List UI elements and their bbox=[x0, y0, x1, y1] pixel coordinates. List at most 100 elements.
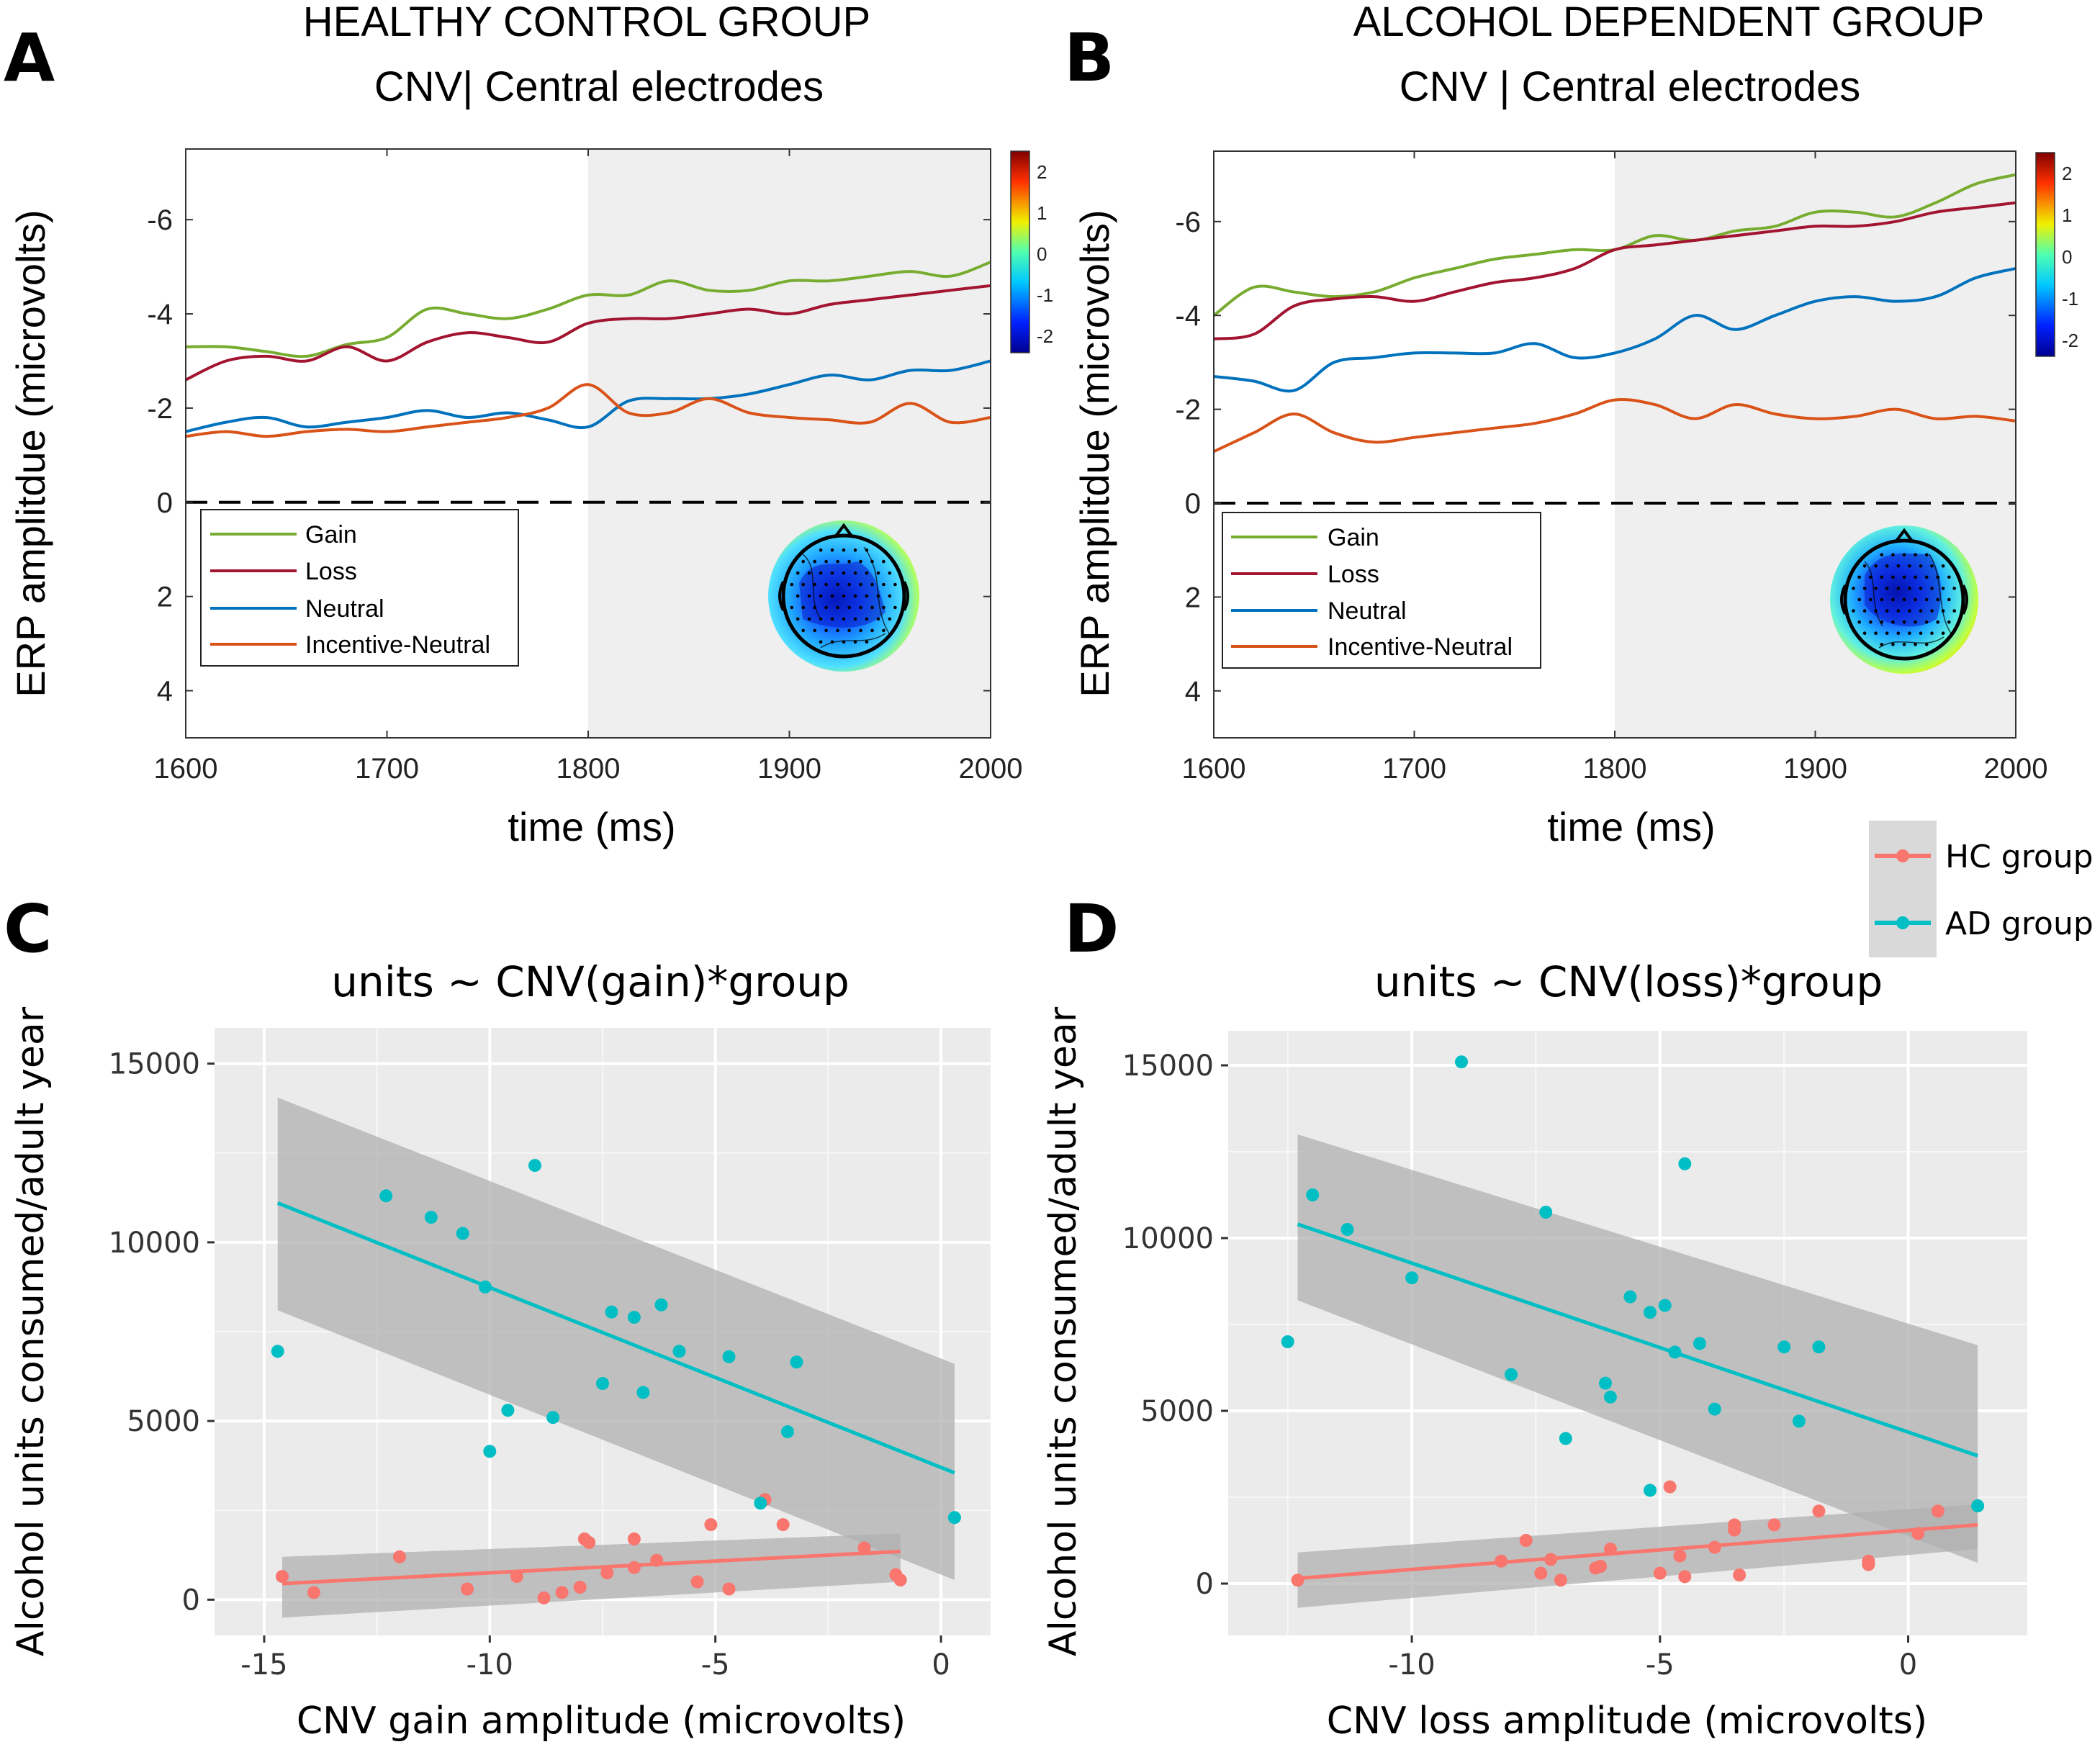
electrode-dot bbox=[893, 582, 897, 587]
electrode-dot bbox=[853, 640, 857, 644]
electrode-dot bbox=[824, 605, 828, 610]
electrode-dot bbox=[796, 594, 800, 598]
electrode-dot bbox=[888, 571, 892, 575]
electrode-dot bbox=[888, 594, 892, 598]
electrode-dot bbox=[1891, 575, 1895, 579]
scatter-ytick-label: 5000 bbox=[127, 1405, 200, 1438]
electrode-dot bbox=[882, 582, 885, 587]
data-point-hc bbox=[893, 1574, 907, 1586]
electrode-dot bbox=[870, 559, 874, 564]
electrode-dot bbox=[1852, 587, 1855, 590]
electrode-dot bbox=[807, 594, 811, 598]
erp-xtick-label: 1900 bbox=[757, 753, 821, 785]
data-point-ad bbox=[1678, 1157, 1692, 1170]
legend-label-gain-b: Gain bbox=[1328, 524, 1379, 551]
data-point-hc bbox=[1495, 1554, 1508, 1568]
data-point-hc bbox=[1291, 1574, 1304, 1587]
data-point-ad bbox=[1340, 1223, 1354, 1236]
electrode-dot bbox=[819, 594, 823, 598]
electrode-dot bbox=[859, 582, 862, 587]
data-point-ad bbox=[672, 1345, 686, 1358]
panel-c-title: units ~ CNV(gain)*group bbox=[331, 957, 850, 1006]
electrode-dot bbox=[824, 559, 828, 564]
panel-letter-d: D bbox=[1064, 890, 1119, 967]
data-point-ad bbox=[1505, 1368, 1518, 1381]
electrode-dot bbox=[1880, 597, 1884, 602]
data-point-ad bbox=[379, 1189, 393, 1203]
data-point-hc bbox=[722, 1582, 736, 1596]
erp-line-a-incentive-neutral bbox=[186, 383, 991, 438]
scatter-ytick-label: 15000 bbox=[109, 1048, 200, 1081]
electrode-dot bbox=[1947, 620, 1951, 624]
electrode-dot bbox=[1919, 587, 1923, 590]
legend-box-a bbox=[200, 509, 519, 667]
electrode-dot bbox=[876, 617, 880, 621]
data-point-hc bbox=[555, 1586, 569, 1599]
electrode-dot bbox=[836, 605, 839, 610]
electrode-dot bbox=[1896, 564, 1901, 568]
regression-line-ad bbox=[276, 1201, 955, 1475]
electrode-dot bbox=[1896, 631, 1901, 635]
electrode-dot bbox=[1891, 553, 1895, 556]
electrode-dot bbox=[847, 605, 851, 610]
erp-line-a-gain bbox=[186, 261, 991, 358]
scatter-xtick-label: -5 bbox=[701, 1648, 730, 1681]
erp-legend-b: Gain Loss Neutral Incentive-Neutral bbox=[1222, 512, 1541, 669]
electrode-dot bbox=[1880, 643, 1884, 646]
data-point-hc bbox=[1812, 1504, 1826, 1518]
data-point-hc bbox=[1653, 1566, 1667, 1580]
data-point-ad bbox=[1792, 1414, 1806, 1428]
electrode-dot bbox=[836, 582, 839, 587]
electrode-dot bbox=[882, 628, 885, 633]
scatter-ytick-label: 5000 bbox=[1140, 1395, 1214, 1428]
erp-line-b-loss bbox=[1214, 201, 2016, 340]
erp-ticks-a: 1600 1700 1800 1900 2000 -6 -4 -2 0 2 4 bbox=[147, 149, 1022, 785]
data-point-ad bbox=[424, 1211, 438, 1224]
panel-d-ylabel: Alcohol units consumed/adult year bbox=[1042, 1006, 1085, 1656]
electrode-dot bbox=[790, 582, 794, 587]
erp-ytick-label: 2 bbox=[1185, 582, 1201, 613]
electrode-dot bbox=[813, 559, 816, 564]
electrode-dot bbox=[813, 582, 816, 587]
panel-a-title-line1: HEALTHY CONTROL GROUP bbox=[303, 0, 871, 45]
erp-ytick-label: 0 bbox=[1185, 488, 1201, 520]
electrode-dot bbox=[830, 617, 834, 621]
panel-d-xlabel: CNV loss amplitude (microvolts) bbox=[1327, 1699, 1927, 1743]
erp-ytick-label: 2 bbox=[157, 582, 173, 613]
data-point-ad bbox=[1603, 1390, 1617, 1404]
electrode-dot bbox=[1914, 553, 1917, 556]
electrode-dot bbox=[1869, 575, 1873, 579]
topomap-a-electrodes bbox=[790, 548, 897, 644]
topomap-a-left-ear bbox=[778, 581, 785, 611]
data-point-ad bbox=[528, 1159, 541, 1173]
electrode-dot bbox=[1857, 620, 1861, 624]
data-point-ad bbox=[1693, 1337, 1706, 1350]
electrode-dot bbox=[1874, 564, 1878, 568]
electrode-dot bbox=[1862, 609, 1867, 613]
topomap-b-electrodes bbox=[1852, 553, 1956, 646]
panel-letter-c: C bbox=[4, 890, 53, 967]
colorbar-b: 2 1 0 -1 -2 bbox=[2035, 152, 2078, 357]
electrode-dot bbox=[1908, 587, 1911, 590]
erp-line-b-neutral bbox=[1214, 267, 2016, 393]
legend-label-neutral-b: Neutral bbox=[1328, 597, 1407, 625]
data-point-hc bbox=[510, 1570, 523, 1584]
legend-label-incentive-neutral-b: Incentive-Neutral bbox=[1328, 633, 1513, 661]
group-legend-key-bg bbox=[1869, 821, 1937, 957]
data-point-ad bbox=[1623, 1290, 1637, 1304]
data-point-hc bbox=[1663, 1480, 1677, 1494]
panel-letter-a: A bbox=[4, 19, 55, 96]
electrode-dot bbox=[1869, 597, 1873, 602]
electrode-dot bbox=[1869, 620, 1873, 624]
electrode-dot bbox=[1941, 587, 1945, 590]
erp-xtick-label: 1900 bbox=[1783, 753, 1847, 785]
electrode-dot bbox=[807, 571, 811, 575]
erp-ytick-label: -6 bbox=[1175, 207, 1201, 238]
electrode-dot bbox=[1857, 575, 1861, 579]
topomap-b-head bbox=[1843, 538, 1965, 661]
erp-ytick-label: -4 bbox=[1175, 300, 1201, 332]
electrode-dot bbox=[1941, 631, 1945, 635]
erp-xtick-label: 1700 bbox=[1382, 753, 1446, 785]
colorbar-b-tick-2: 2 bbox=[2062, 163, 2072, 184]
data-point-ad bbox=[546, 1411, 560, 1425]
